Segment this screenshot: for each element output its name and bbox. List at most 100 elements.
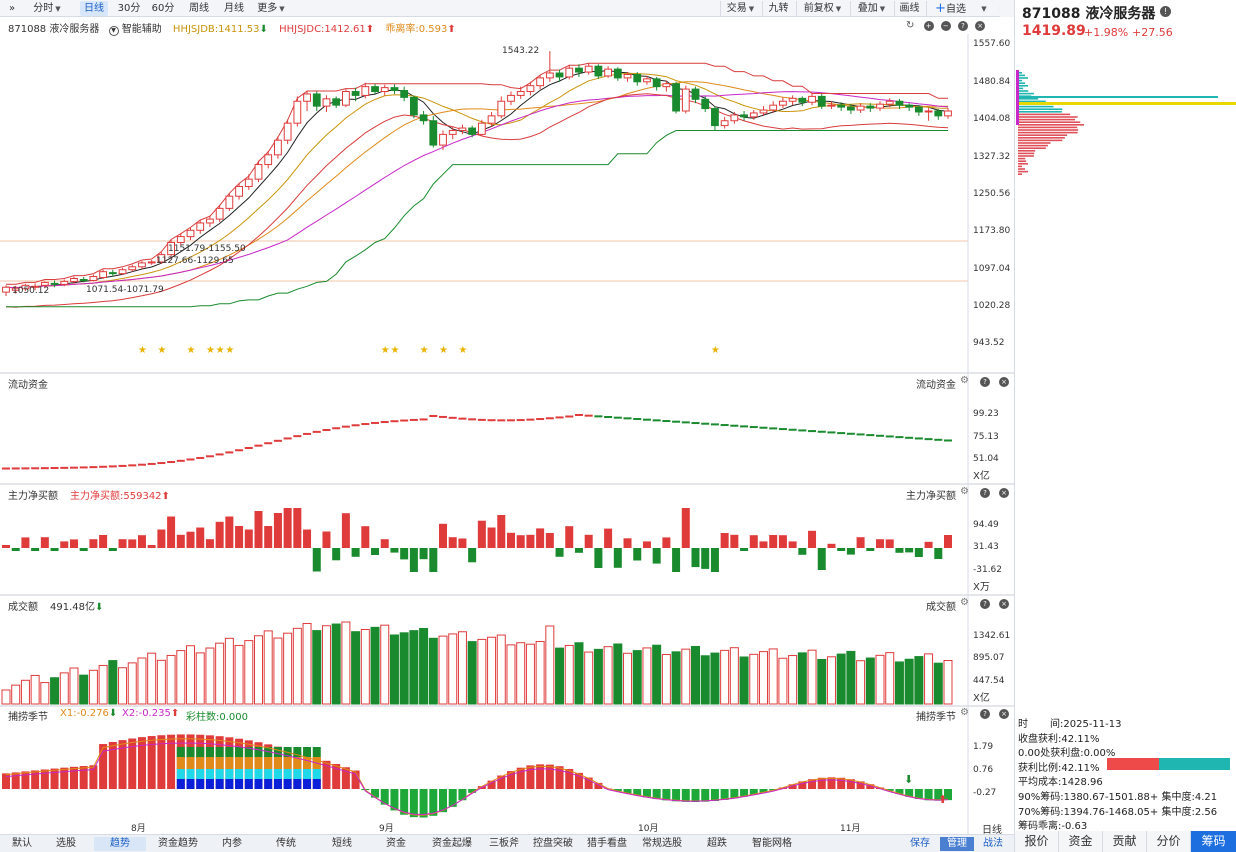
season-color-bar (293, 779, 302, 789)
chart-canvas[interactable]: ★ ★ ★ ★ ★ ★ ★ ★ ★ ★ ★ ★ ⬇⬆ (0, 17, 1014, 834)
help-icon[interactable]: ? (980, 709, 990, 719)
help-icon[interactable]: ? (980, 599, 990, 609)
tab-select-stock[interactable]: 选股 (56, 838, 76, 849)
tab-trend[interactable]: 趋势 (94, 837, 146, 851)
volume-bar (50, 677, 60, 705)
flow-mark (283, 437, 292, 440)
tab-default[interactable]: 默认 (12, 838, 32, 849)
tab-contribution[interactable]: 贡献 (1102, 831, 1146, 852)
tab-regular-select[interactable]: 常规选股 (642, 838, 682, 849)
volume-bar (302, 622, 312, 705)
season-bar (419, 789, 428, 818)
candle-body (254, 164, 263, 180)
tab-control-break[interactable]: 控盘突破 (533, 838, 573, 849)
help-icon[interactable]: ? (980, 488, 990, 498)
volume-bar (671, 651, 681, 705)
tab-oversold[interactable]: 超跌 (707, 838, 727, 849)
trade-button[interactable]: 交易 ▼ (720, 1, 760, 16)
volume-bar (108, 660, 118, 705)
volume-bar (263, 630, 273, 705)
season-bar (526, 765, 535, 789)
refresh-icon[interactable]: ↻ (906, 20, 915, 31)
volume-bar (846, 650, 856, 705)
jiuzhuan-button[interactable]: 九转 (762, 1, 794, 16)
adjust-button[interactable]: 前复权 ▼ (796, 1, 848, 16)
info-close-profit: 收盘获利:42.11% (1018, 734, 1100, 745)
volume-bar (875, 654, 885, 705)
draw-line-button[interactable]: 画线 (894, 1, 924, 16)
tab-fund[interactable]: 资金 (386, 838, 406, 849)
season-bar (662, 789, 671, 801)
chevron-down-icon[interactable]: ▼ (981, 5, 987, 13)
net-buy-bar (31, 548, 40, 551)
zoom-in-icon[interactable]: + (923, 21, 934, 31)
tab-fund-trend[interactable]: 资金趋势 (158, 838, 198, 849)
tab-traditional[interactable]: 传统 (276, 838, 296, 849)
zoom-out-icon[interactable]: − (940, 21, 951, 31)
tab-short-term[interactable]: 短线 (332, 838, 352, 849)
season-bar (108, 741, 117, 789)
help-icon[interactable]: ? (957, 21, 968, 31)
flow-mark (934, 438, 943, 441)
settings-icon[interactable]: ⚙ (960, 375, 969, 386)
collapse-left-icon[interactable]: » (8, 3, 16, 14)
chip-bar (1018, 121, 1081, 123)
tab-smart-grid[interactable]: 智能网格 (752, 838, 792, 849)
flow-mark (769, 427, 778, 430)
close-icon[interactable]: × (999, 599, 1009, 609)
net-buy-bar (837, 548, 846, 551)
net-buy-bar (11, 548, 20, 551)
smart-assist-label[interactable]: 智能辅助 (121, 24, 162, 35)
season-bar (487, 780, 496, 789)
tab-insider[interactable]: 内参 (222, 838, 242, 849)
volume-bar (865, 657, 875, 705)
add-watchlist-button[interactable]: +自选 (926, 1, 974, 16)
season-bar (895, 789, 904, 795)
settings-icon[interactable]: ⚙ (960, 597, 969, 608)
strategy-button[interactable]: 战法 (983, 838, 1003, 849)
volume-bar (409, 630, 419, 705)
tab-chips[interactable]: 筹码 (1190, 831, 1236, 852)
season-color-bar (186, 757, 195, 769)
candle-body (701, 98, 710, 110)
close-icon[interactable]: × (999, 488, 1009, 498)
tab-60min[interactable]: 60分 (151, 3, 175, 14)
overlay-button[interactable]: 叠加 ▼ (850, 1, 892, 16)
tab-daily[interactable]: 日线 (80, 1, 108, 16)
info-chip-90: 90%筹码:1380.67-1501.88+ 集中度:4.21 (1018, 792, 1218, 803)
net-buy-bar (458, 538, 467, 548)
tab-weekly[interactable]: 周线 (189, 3, 209, 14)
info-icon[interactable]: ! (1160, 6, 1171, 17)
arrow-up-icon: ⬆ (170, 708, 180, 719)
manage-button[interactable]: 管理 (940, 837, 974, 851)
net-buy-bar (21, 537, 30, 548)
flow-mark (254, 444, 263, 447)
tab-monthly[interactable]: 月线 (224, 3, 244, 14)
settings-icon[interactable]: ⚙ (960, 707, 969, 718)
close-icon[interactable]: × (999, 709, 1009, 719)
flow-mark (99, 465, 108, 468)
help-icon[interactable]: ? (980, 377, 990, 387)
tab-30min[interactable]: 30分 (117, 3, 141, 14)
tab-fund-flow[interactable]: 资金 (1058, 831, 1102, 852)
tab-fenshi[interactable]: 分时 ▼ (24, 1, 70, 16)
chip-bar (1018, 163, 1028, 165)
tab-hunter[interactable]: 猎手看盘 (587, 838, 627, 849)
tab-fund-burst[interactable]: 资金起爆 (432, 838, 472, 849)
season-bar (613, 789, 622, 792)
season-bar (545, 764, 554, 789)
save-button[interactable]: 保存 (910, 838, 930, 849)
settings-icon[interactable]: ⚙ (960, 486, 969, 497)
candle-body (914, 106, 923, 113)
chip-peak-bar (1018, 96, 1218, 98)
chevron-down-icon[interactable]: ▼ (108, 26, 119, 36)
close-icon[interactable]: × (999, 377, 1009, 387)
close-icon[interactable]: × (975, 21, 986, 31)
tab-three-axes[interactable]: 三板斧 (489, 838, 519, 849)
tab-more[interactable]: 更多 ▼ (253, 1, 289, 16)
season-bar (555, 766, 564, 789)
month-label: 11月 (840, 824, 861, 834)
tab-price-dist[interactable]: 分价 (1146, 831, 1190, 852)
indicator-hhjsjdc: HHJSJDC:1412.61 (279, 24, 366, 35)
tab-quote[interactable]: 报价 (1014, 831, 1058, 852)
